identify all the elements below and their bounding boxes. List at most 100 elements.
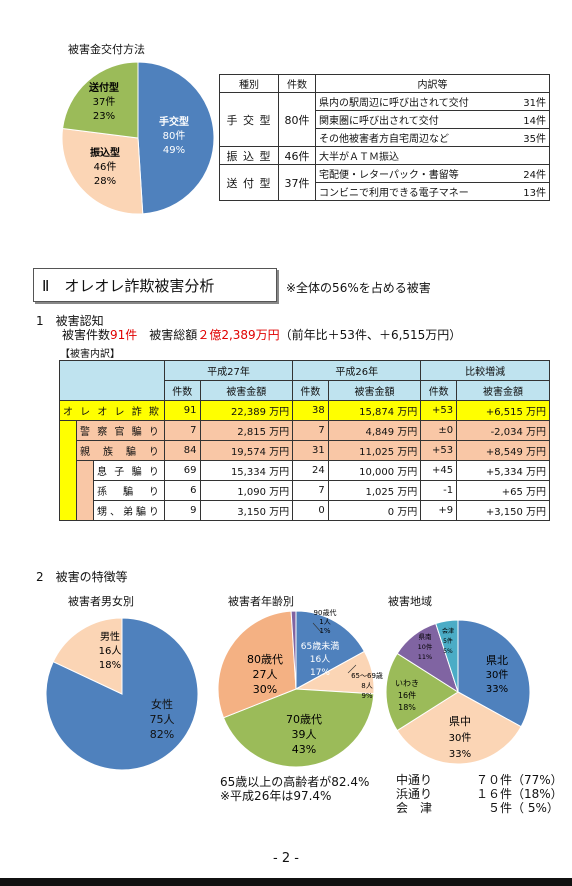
- header-cell: 件数: [420, 380, 458, 401]
- region-pct: （ 5%）: [512, 801, 559, 815]
- age-note: ※平成26年は97.4%: [220, 789, 332, 803]
- region-count: ５件: [487, 801, 512, 815]
- table-row: 振 込 型 46件 大半がＡＴＭ振込: [219, 146, 550, 165]
- pie-label-pct: 33%: [449, 749, 471, 760]
- cell-count: 38: [292, 400, 329, 421]
- detail-text: 宅配便・レターパック・書留等: [314, 164, 513, 183]
- header-year: 比較増減: [420, 360, 550, 381]
- summary-count: 91件: [110, 328, 138, 342]
- table-row: 送 付 型 37件 宅配便・レターパック・書留等 24件: [219, 164, 550, 201]
- region-pct: （18%）: [512, 787, 563, 801]
- pie-slice-振込型: [61, 127, 144, 215]
- pie-label-count: 1人: [319, 618, 330, 626]
- cell-count: +45: [420, 460, 458, 481]
- payment-chart-title: 被害金交付方法: [68, 43, 145, 56]
- cell-amount: 0 万円: [327, 500, 422, 521]
- row-label: オ レ オ レ 詐 欺: [59, 400, 165, 421]
- cell-amount: 10,000 万円: [327, 460, 422, 481]
- pie-label-count: 30件: [486, 669, 509, 681]
- cell-amount: 4,849 万円: [327, 420, 422, 441]
- pie-slice-80歳代: [217, 610, 297, 719]
- breakdown-label: 【被害内訳】: [60, 349, 120, 360]
- pie-slice-男性: [52, 617, 123, 695]
- pie-label-name: 80歳代: [247, 653, 283, 666]
- pie-label-pct: 11%: [418, 653, 432, 661]
- cell-count: 6: [163, 480, 201, 501]
- cell-count: 31: [292, 440, 329, 461]
- pie-label-count: 37件: [93, 96, 116, 108]
- payment-pie-chart: 手交型 80件 49% 振込型 46件 28% 送付型 37件 23%: [61, 61, 215, 215]
- pie-slice-70歳代: [222, 688, 375, 768]
- pie-label-name: 振込型: [90, 146, 120, 159]
- table-row: 親 族 騙 り 84 19,574 万円 31 11,025 万円 +53 +8…: [59, 440, 550, 461]
- detail-text: コンビニで利用できる電子マネー: [314, 182, 513, 201]
- pie-label-count: 16人: [310, 654, 330, 665]
- pie-label-count: 8人: [361, 682, 372, 690]
- count-cell: 80件: [278, 92, 316, 147]
- count-cell: 46件: [278, 146, 316, 165]
- pie-label-pct: 5%: [443, 648, 453, 655]
- pie-label-name: いわき: [395, 679, 419, 688]
- pie-label-pct: 23%: [93, 111, 115, 122]
- region-count: ７０件: [475, 773, 512, 787]
- cell-amount: 15,334 万円: [199, 460, 294, 481]
- cell-count: 24: [292, 460, 329, 481]
- detail-num: 35件: [512, 128, 550, 147]
- header-cell: 件数: [163, 380, 201, 401]
- section-title-box: Ⅱ オレオレ詐欺被害分析: [33, 268, 277, 302]
- table-header-row: 件数 被害金額 件数 被害金額 件数 被害金額: [60, 380, 550, 401]
- row-indent: [59, 420, 77, 521]
- pie-label-pct: 1%: [319, 627, 330, 635]
- row-label: 甥、弟騙り: [93, 500, 165, 521]
- row-label: 孫 騙 り: [93, 480, 165, 501]
- table-row: 警 察 官 騙 り 7 2,815 万円 7 4,849 万円 ±0 -2,03…: [59, 420, 550, 521]
- region-pie-chart: 県北 30件 33% 県中 30件 33% いわき 16件 18% 県南 10件…: [385, 619, 531, 765]
- cell-count: 0: [292, 500, 329, 521]
- header-year: 平成27年: [163, 360, 294, 381]
- header-cell: 被害金額: [199, 380, 294, 401]
- pie-label-pct: 18%: [99, 660, 121, 671]
- detail-text: その他被害者方自宅周辺など: [314, 128, 513, 147]
- pie-label-pct: 28%: [94, 176, 116, 187]
- pie-label-pct: 49%: [163, 145, 185, 156]
- pie-label-pct: 18%: [398, 703, 416, 712]
- row-indent: [76, 460, 94, 521]
- cell-amount: 19,574 万円: [199, 440, 294, 461]
- detail-num: 24件: [512, 164, 550, 183]
- detail-text: 県内の駅周辺に呼び出されて交付: [314, 92, 513, 111]
- region-chart-title: 被害地域: [388, 595, 432, 608]
- pie-slice-送付型: [62, 61, 139, 139]
- header-cell: 内訳等: [315, 74, 550, 93]
- cell-amount: 15,874 万円: [327, 400, 422, 421]
- header-year: 平成26年: [292, 360, 422, 381]
- cell-count: 9: [163, 500, 201, 521]
- pie-label-count: 10件: [418, 642, 433, 651]
- region-pct: （77%）: [512, 773, 563, 787]
- cell-amount: 3,150 万円: [199, 500, 294, 521]
- header-cell: 種別: [219, 74, 279, 93]
- pie-label-count: 30件: [449, 732, 472, 744]
- cell-amount: +3,150 万円: [456, 500, 550, 521]
- pie-slice-県北: [457, 619, 531, 728]
- pie-slice-手交型: [137, 61, 215, 215]
- row-label: 息 子 騙 り: [93, 460, 165, 481]
- pie-label-name: 手交型: [159, 115, 189, 128]
- detail-num: 13件: [512, 182, 550, 201]
- age-chart-title: 被害者年齢別: [228, 595, 294, 608]
- row-label: 親 族 騙 り: [76, 440, 165, 461]
- damage-breakdown-table: 平成27年 平成26年 比較増減 件数 被害金額 件数 被害金額 件数 被害金額…: [59, 360, 550, 521]
- pie-label-count: 39人: [292, 728, 317, 741]
- type-cell: 送 付 型: [219, 164, 279, 201]
- pie-slice-65歳未満: [295, 610, 366, 690]
- summary-amount: ２億2,389万円: [197, 328, 280, 342]
- pie-slice-90歳代: [290, 610, 297, 690]
- page-number: - 2 -: [273, 851, 299, 866]
- region-count: １６件: [475, 787, 512, 801]
- pie-label-name: 65～69歳: [351, 671, 383, 680]
- pie-label-count: 46件: [94, 161, 117, 173]
- detail-num: 14件: [512, 110, 550, 129]
- pie-label-name: 送付型: [88, 81, 119, 94]
- age-note: 65歳以上の高齢者が82.4%: [220, 775, 370, 789]
- cell-amount: 11,025 万円: [327, 440, 422, 461]
- pie-slice-会津: [435, 619, 459, 693]
